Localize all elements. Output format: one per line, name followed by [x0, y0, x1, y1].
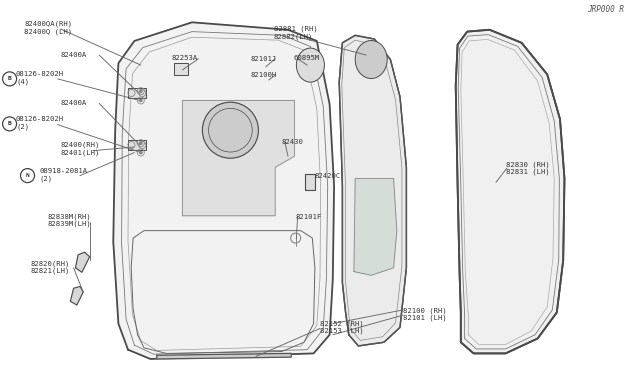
Text: 82820(RH)
82821(LH): 82820(RH) 82821(LH) — [31, 260, 70, 274]
Text: B: B — [8, 121, 12, 126]
Text: 82400(RH)
82401(LH): 82400(RH) 82401(LH) — [61, 142, 100, 156]
Text: 82100 (RH)
82101 (LH): 82100 (RH) 82101 (LH) — [403, 307, 447, 321]
Text: 08126-8202H
(2): 08126-8202H (2) — [16, 116, 64, 129]
Text: 82152 (RH)
82153 (LH): 82152 (RH) 82153 (LH) — [320, 320, 364, 334]
Polygon shape — [339, 35, 406, 346]
Circle shape — [140, 99, 142, 102]
Polygon shape — [182, 100, 294, 216]
Text: 08126-8202H
(4): 08126-8202H (4) — [16, 71, 64, 85]
Text: 82830 (RH)
82831 (LH): 82830 (RH) 82831 (LH) — [506, 161, 549, 175]
Circle shape — [140, 142, 142, 144]
Text: 60895M: 60895M — [293, 55, 319, 61]
Text: 82400A: 82400A — [61, 100, 87, 106]
Ellipse shape — [355, 41, 387, 78]
Text: 82881 (RH)
82882(LH): 82881 (RH) 82882(LH) — [274, 26, 317, 40]
Text: 82100H: 82100H — [251, 72, 277, 78]
Text: 82400QA(RH)
82400Q (LH): 82400QA(RH) 82400Q (LH) — [24, 20, 72, 35]
Polygon shape — [157, 353, 291, 359]
Bar — [129, 140, 147, 150]
Text: N: N — [26, 173, 29, 178]
Text: B: B — [8, 76, 12, 81]
Bar — [305, 174, 315, 190]
Text: 82430: 82430 — [282, 139, 303, 145]
Text: JRP000 R: JRP000 R — [587, 5, 624, 14]
Circle shape — [140, 90, 142, 92]
Circle shape — [202, 102, 259, 158]
Text: 82101F: 82101F — [296, 214, 322, 219]
Text: 82420C: 82420C — [315, 173, 341, 179]
Polygon shape — [70, 286, 83, 305]
Text: 82253A: 82253A — [172, 55, 198, 61]
Ellipse shape — [296, 48, 324, 82]
Text: 82400A: 82400A — [61, 52, 87, 58]
Text: 08918-2081A
(2): 08918-2081A (2) — [40, 168, 88, 182]
Circle shape — [140, 151, 142, 154]
Text: 82838M(RH)
82839M(LH): 82838M(RH) 82839M(LH) — [48, 213, 92, 227]
Bar — [174, 63, 188, 75]
Text: 82101J: 82101J — [251, 56, 277, 62]
Polygon shape — [113, 22, 334, 359]
Polygon shape — [456, 30, 564, 353]
Polygon shape — [354, 179, 397, 275]
Polygon shape — [76, 252, 90, 272]
Bar — [129, 88, 147, 98]
